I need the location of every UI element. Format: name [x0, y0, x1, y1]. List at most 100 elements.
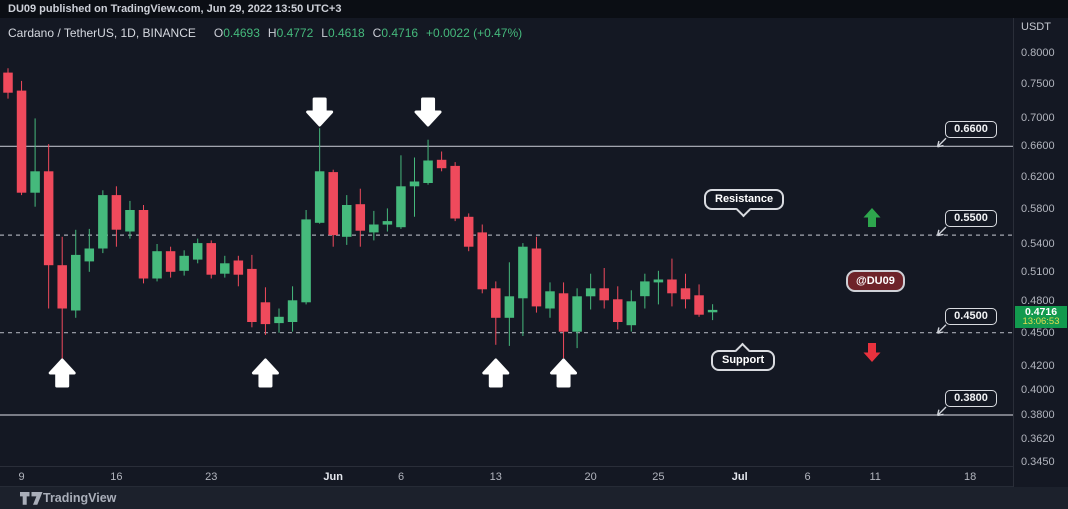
candle-body[interactable] — [450, 165, 460, 219]
candle-body[interactable] — [274, 316, 284, 324]
candle-body[interactable] — [125, 210, 135, 232]
callout-tail — [936, 137, 947, 148]
candle-body[interactable] — [707, 309, 718, 313]
candle-body[interactable] — [220, 263, 230, 274]
price-callout-label[interactable]: 0.5500 — [945, 210, 997, 228]
candle-body[interactable] — [640, 281, 650, 297]
price-tick-0.4800: 0.4800 — [1021, 295, 1055, 308]
arrow-up-marker[interactable] — [251, 358, 279, 388]
candle-body[interactable] — [233, 260, 244, 275]
candle-body[interactable] — [667, 279, 677, 294]
high-label: H — [267, 26, 277, 40]
footer-bar: TradingView — [0, 487, 1068, 509]
open-label: O — [213, 26, 224, 40]
candle-body[interactable] — [247, 268, 257, 322]
candle-body[interactable] — [409, 181, 420, 187]
author-badge[interactable]: @DU09 — [846, 270, 905, 292]
candle-body[interactable] — [152, 251, 162, 279]
price-tick-0.6200: 0.6200 — [1021, 170, 1055, 183]
arrow-up-marker[interactable] — [550, 358, 578, 388]
high-value: 0.4772 — [276, 26, 314, 40]
candle-body[interactable] — [382, 221, 393, 225]
resistance-annotation[interactable]: Resistance — [704, 189, 785, 218]
candle-body[interactable] — [71, 254, 81, 311]
candle-body[interactable] — [16, 90, 27, 193]
candle-body[interactable] — [369, 224, 379, 233]
open-value: 0.4693 — [223, 26, 260, 40]
mini-up-arrow[interactable] — [863, 208, 881, 227]
candle-body[interactable] — [585, 288, 596, 297]
price-tick-0.5800: 0.5800 — [1021, 203, 1055, 216]
callout-tail — [936, 324, 947, 334]
balloon-text: Support — [722, 354, 765, 366]
time-tick-20: 20 — [584, 471, 597, 483]
candle-body[interactable] — [98, 195, 108, 249]
candle-body[interactable] — [436, 159, 447, 169]
candle-body[interactable] — [545, 291, 555, 309]
arrow-up-marker[interactable] — [48, 358, 76, 388]
arrow-up-marker[interactable] — [482, 358, 510, 388]
candle-body[interactable] — [572, 296, 582, 332]
candle-body[interactable] — [30, 171, 40, 193]
candle-body[interactable] — [43, 171, 54, 266]
time-tick-9: 9 — [18, 471, 25, 483]
tradingview-logo-icon[interactable] — [20, 492, 43, 505]
candle-body[interactable] — [342, 205, 352, 237]
candle-body[interactable] — [626, 301, 637, 326]
arrow-down-marker[interactable] — [414, 97, 442, 127]
price-tick-0.6600: 0.6600 — [1021, 140, 1055, 153]
candle-body[interactable] — [179, 255, 189, 271]
time-tick-13: 13 — [489, 471, 502, 483]
low-value: 0.4618 — [327, 26, 365, 40]
candle-body[interactable] — [518, 246, 528, 299]
candle-body[interactable] — [680, 288, 691, 300]
tradingview-brand-text[interactable]: TradingView — [43, 491, 117, 505]
candle-body[interactable] — [504, 296, 515, 318]
publish-info-bar: DU09 published on TradingView.com, Jun 2… — [0, 0, 1068, 18]
candle-body[interactable] — [531, 248, 542, 307]
candle-body[interactable] — [57, 265, 67, 309]
time-tick-18: 18 — [963, 471, 977, 483]
price-axis[interactable]: USDT 0.8000 0.7500 0.7000 0.6600 0.6200 0.580… — [1013, 18, 1068, 487]
candle-body[interactable] — [3, 72, 13, 93]
candle-body[interactable] — [260, 302, 271, 325]
candle-body[interactable] — [192, 243, 203, 260]
arrow-down-marker[interactable] — [306, 97, 334, 127]
time-tick-Jul: Jul — [731, 471, 748, 483]
price-tick-0.7500: 0.7500 — [1021, 78, 1055, 91]
close-label: C — [372, 26, 382, 40]
price-tick-0.8000: 0.8000 — [1021, 46, 1055, 59]
candle-body[interactable] — [423, 160, 433, 184]
support-annotation[interactable]: Support — [711, 342, 776, 371]
price-callout-label[interactable]: 0.3800 — [945, 390, 997, 407]
symbol-legend: Cardano / TetherUS, 1D, BINANCE O0.4693 H0… — [8, 26, 522, 41]
candlestick-chart-canvas[interactable] — [0, 18, 1013, 466]
candle-body[interactable] — [206, 243, 217, 275]
candle-body[interactable] — [558, 293, 569, 332]
time-axis[interactable]: 9 16 23 Jun 6 13 20 25 Jul 6 11 18 — [0, 466, 1068, 487]
candle-body[interactable] — [653, 279, 664, 283]
candle-body[interactable] — [694, 295, 704, 315]
low-label: L — [321, 26, 328, 40]
candle-body[interactable] — [613, 299, 623, 322]
mini-down-arrow[interactable] — [863, 343, 881, 362]
candle-body[interactable] — [491, 288, 501, 318]
candle-body[interactable] — [355, 204, 366, 231]
time-tick-11: 11 — [869, 471, 881, 483]
symbol-title[interactable]: Cardano / TetherUS, 1D, BINANCE — [8, 26, 196, 40]
candle-body[interactable] — [328, 172, 338, 236]
price-callout-label[interactable]: 0.4500 — [945, 307, 997, 325]
candle-body[interactable] — [165, 251, 176, 272]
candle-body[interactable] — [477, 232, 488, 290]
candle-body[interactable] — [599, 288, 609, 301]
candle-body[interactable] — [314, 171, 325, 223]
candle-body[interactable] — [111, 195, 122, 230]
candle-body[interactable] — [396, 186, 406, 228]
price-callout-label[interactable]: 0.6600 — [945, 121, 997, 139]
candle-body[interactable] — [138, 210, 149, 279]
candle-body[interactable] — [301, 219, 311, 303]
candle-body[interactable] — [463, 216, 474, 247]
candle-body[interactable] — [287, 300, 298, 322]
candle-body[interactable] — [84, 248, 95, 262]
